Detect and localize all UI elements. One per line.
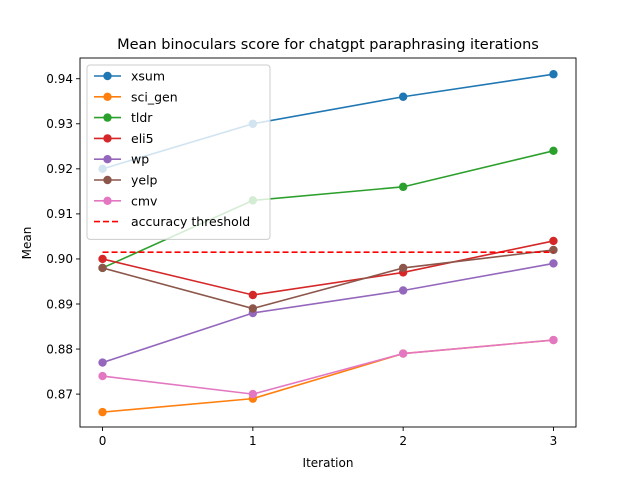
data-point-wp	[98, 358, 107, 367]
plot-frame	[79, 57, 577, 428]
y-tick-label: 0.91	[46, 207, 73, 221]
legend-marker-eli5	[103, 134, 112, 143]
legend-label-wp: wp	[131, 152, 149, 167]
series-line-sci_gen	[102, 339, 554, 413]
chart-title: Mean binoculars score for chatgpt paraph…	[117, 37, 539, 53]
legend-marker-xsum	[103, 71, 112, 81]
data-point-tldr	[549, 146, 558, 156]
y-tick-label: 0.94	[46, 72, 73, 86]
legend-label-xsum: xsum	[131, 69, 165, 84]
y-axis-label: Mean	[20, 227, 34, 260]
y-tick-label: 0.93	[46, 117, 73, 131]
legend-marker-tldr	[103, 113, 112, 122]
legend-marker-sci_gen	[103, 92, 112, 102]
series-line-eli5	[102, 240, 554, 296]
data-point-sci_gen	[98, 407, 107, 417]
data-point-cmv	[398, 349, 408, 358]
x-axis-label: Iteration	[303, 456, 354, 470]
x-axis-ticks: 0 1 2 3	[99, 427, 558, 448]
legend-marker-yelp	[103, 175, 112, 185]
data-point-wp	[549, 259, 558, 268]
x-tick-label: 3	[550, 434, 558, 448]
data-point-cmv	[549, 335, 558, 345]
legend-label-sci_gen: sci_gen	[131, 89, 178, 104]
y-tick-label: 0.89	[46, 297, 73, 311]
data-point-cmv	[248, 389, 258, 399]
data-point-eli5	[98, 254, 107, 264]
legend-marker-wp	[103, 155, 112, 164]
data-point-yelp	[398, 263, 408, 273]
data-point-xsum	[549, 70, 558, 79]
data-point-xsum	[398, 92, 408, 101]
legend-marker-cmv	[103, 196, 112, 205]
y-tick-label: 0.90	[46, 252, 73, 266]
legend-label-eli5: eli5	[131, 131, 154, 146]
series-layer	[98, 70, 558, 417]
series-line-cmv	[102, 339, 554, 395]
y-tick-label: 0.88	[46, 342, 73, 356]
data-point-yelp	[98, 263, 107, 273]
series-line-wp	[102, 262, 554, 364]
data-point-eli5	[549, 236, 558, 246]
data-point-eli5	[248, 290, 258, 300]
y-tick-label: 0.87	[46, 387, 73, 401]
y-tick-label: 0.92	[46, 162, 73, 176]
legend-label-tldr: tldr	[131, 110, 153, 125]
x-tick-label: 1	[249, 434, 257, 448]
legend-label-yelp: yelp	[131, 173, 158, 188]
y-axis-ticks: 0.87 0.88 0.89 0.90 0.91 0.92 0.93 0.94	[46, 72, 80, 401]
data-point-yelp	[549, 245, 558, 255]
plot-border	[79, 57, 577, 428]
x-tick-label: 2	[399, 434, 407, 448]
data-point-wp	[398, 286, 408, 295]
data-point-cmv	[98, 371, 107, 381]
legend-label-threshold: accuracy threshold	[131, 214, 250, 229]
x-tick-label: 0	[99, 434, 107, 448]
legend-label-cmv: cmv	[131, 193, 158, 208]
data-point-yelp	[248, 304, 258, 313]
series-line-yelp	[102, 249, 554, 310]
legend-box	[86, 64, 271, 240]
data-point-tldr	[398, 182, 408, 192]
